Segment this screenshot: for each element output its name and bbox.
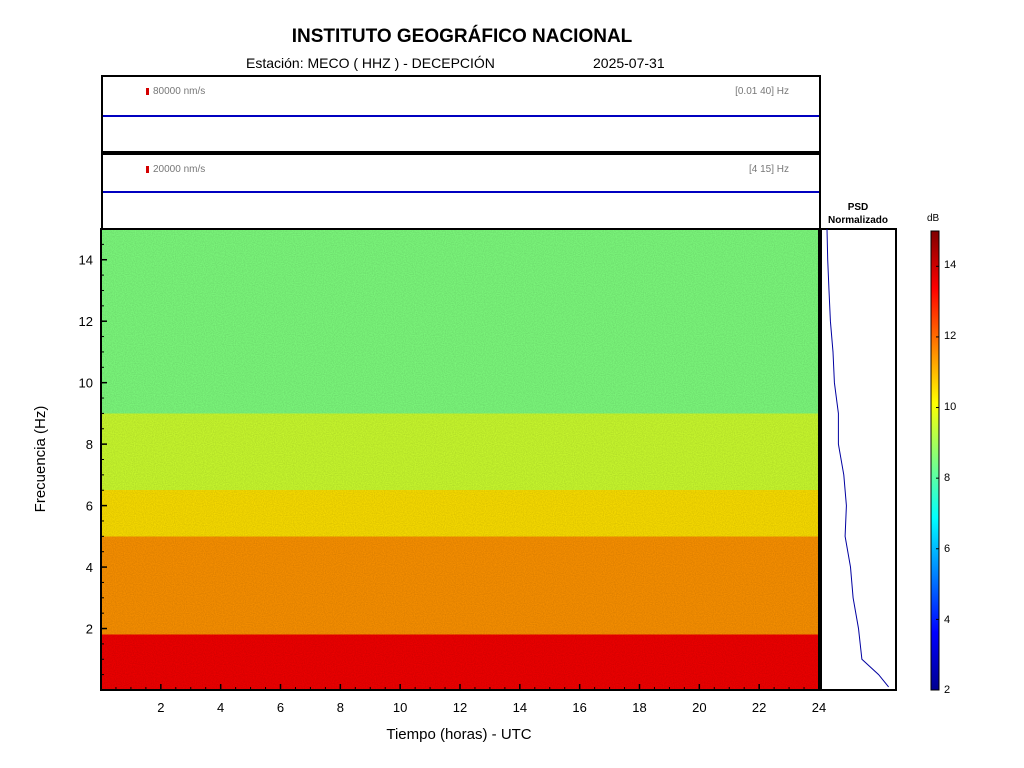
x-tick-label: 2 (157, 700, 164, 715)
colorbar-tick-label: 6 (944, 543, 951, 555)
seismic-trace (103, 191, 819, 193)
trace-band-label: [4 15] Hz (748, 164, 789, 175)
x-tick-label: 22 (752, 700, 766, 715)
trace-panel-broadband: 80000 nm/s [0.01 40] Hz (101, 75, 821, 153)
y-tick-label: 10 (79, 376, 93, 391)
x-tick-label: 18 (632, 700, 646, 715)
colorbar-title: dB (927, 213, 940, 224)
station-label: Estación: MECO ( HHZ ) - DECEPCIÓN (246, 55, 495, 71)
y-axis-title: Frecuencia (Hz) (32, 406, 49, 513)
trace-scale-label: 20000 nm/s (153, 164, 206, 175)
y-tick-label: 14 (79, 253, 93, 268)
colorbar-tick-label: 10 (944, 401, 957, 413)
x-tick-label: 14 (513, 700, 527, 715)
psd-curve (826, 228, 889, 688)
colorbar-tick-label: 14 (944, 259, 957, 271)
trace-band-label: [0.01 40] Hz (735, 86, 789, 97)
x-tick-label: 4 (217, 700, 224, 715)
colorbar-tick-label: 8 (944, 472, 951, 484)
x-tick-label: 20 (692, 700, 706, 715)
x-tick-label: 6 (277, 700, 284, 715)
x-tick-label: 12 (453, 700, 467, 715)
scale-bar-icon (146, 88, 149, 95)
x-tick-label: 16 (572, 700, 586, 715)
spectrogram-image (101, 229, 819, 690)
y-tick-label: 12 (79, 314, 93, 329)
colorbar (930, 230, 940, 691)
trace-panel-filtered: 20000 nm/s [4 15] Hz (101, 153, 821, 231)
colorbar-tick-label: 12 (944, 330, 957, 342)
colorbar-tick-label: 2 (944, 684, 951, 696)
y-tick-label: 6 (86, 499, 93, 514)
page-title: INSTITUTO GEOGRÁFICO NACIONAL (291, 26, 633, 47)
x-tick-label: 10 (393, 700, 407, 715)
date-label: 2025-07-31 (593, 55, 665, 71)
seismic-trace (103, 115, 819, 117)
x-tick-label: 8 (337, 700, 344, 715)
colorbar-tick-label: 4 (944, 614, 951, 626)
x-axis-title: Tiempo (horas) - UTC (386, 726, 531, 743)
trace-scale-label: 80000 nm/s (153, 86, 206, 97)
psd-title: PSD Normalizado (827, 202, 888, 226)
x-tick-label: 24 (812, 700, 826, 715)
scale-bar-icon (146, 166, 149, 173)
y-tick-label: 4 (86, 560, 93, 575)
y-tick-label: 8 (86, 437, 93, 452)
y-tick-label: 2 (86, 622, 93, 637)
psd-panel (820, 228, 897, 691)
